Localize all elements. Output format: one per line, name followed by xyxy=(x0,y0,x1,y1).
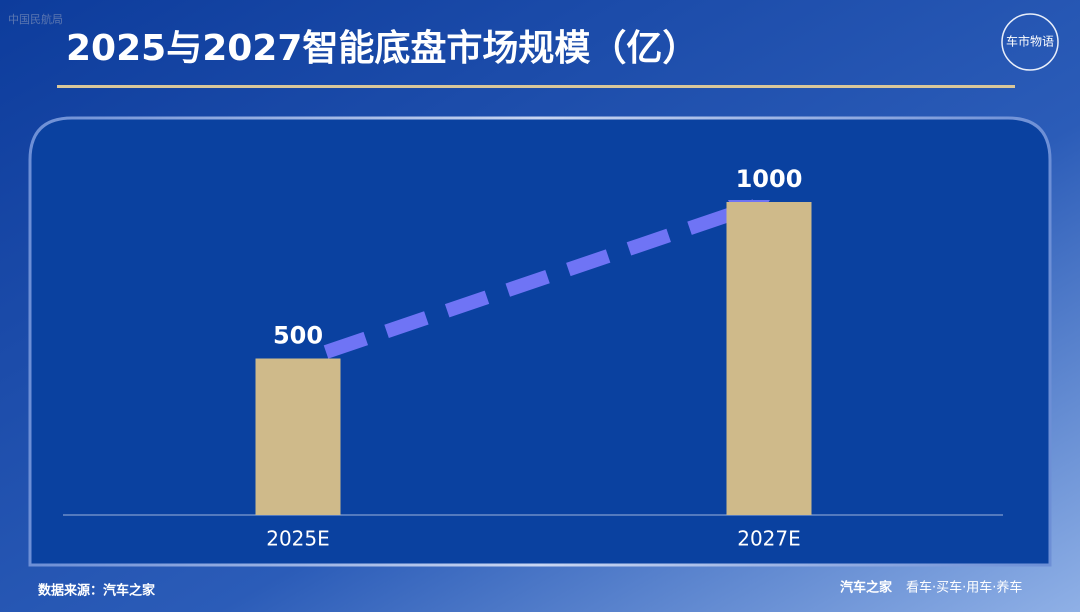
brand-name: 汽车之家 xyxy=(840,580,893,596)
data-label: 1000 xyxy=(736,165,803,193)
x-tick-label: 2027E xyxy=(737,527,801,551)
data-label: 500 xyxy=(273,322,323,350)
chart-panel xyxy=(28,116,1052,567)
logo-text: 车市物语 xyxy=(1006,34,1054,49)
logo: 车市物语 xyxy=(1001,13,1059,71)
bar xyxy=(255,358,341,515)
trend-arrow xyxy=(323,199,758,359)
bar xyxy=(726,202,812,515)
x-tick-label: 2025E xyxy=(266,527,330,551)
title-underline xyxy=(57,85,1015,88)
logo-ring xyxy=(1001,13,1059,71)
source-note: 数据来源：汽车之家 xyxy=(38,583,156,599)
watermark: 中国民航局 xyxy=(8,12,63,26)
brand-slogan: 看车·买车·用车·养车 xyxy=(906,580,1022,596)
plot: 2025E 500 2027E 1000 xyxy=(255,165,812,551)
chart-title: 2025与2027智能底盘市场规模（亿） xyxy=(66,27,698,69)
